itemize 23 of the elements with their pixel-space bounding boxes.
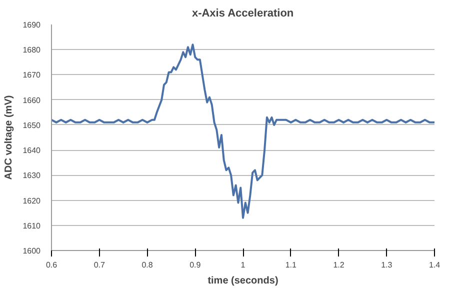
x-tick-label: 0.6 xyxy=(46,260,58,270)
y-tick-label: 1610 xyxy=(22,221,42,230)
y-tick-label: 1650 xyxy=(22,120,42,130)
y-tick-label: 1670 xyxy=(22,70,42,80)
x-tick-label: 0.8 xyxy=(142,260,154,270)
x-tick-label: 0.9 xyxy=(190,260,202,270)
x-tick-label: 1 xyxy=(240,260,246,270)
y-tick-label: 1630 xyxy=(22,171,42,180)
x-tick-label: 0.7 xyxy=(94,260,106,270)
y-tick-label: 1620 xyxy=(22,196,42,206)
x-tick-label: 1.4 xyxy=(428,260,441,270)
y-axis-title: ADC voltage (mV) xyxy=(4,95,15,180)
chart-title: x-Axis Acceleration xyxy=(192,8,294,20)
y-tick-label: 1640 xyxy=(22,146,42,156)
x-tick-label: 1.1 xyxy=(285,260,297,270)
x-tick-label: 1.2 xyxy=(333,260,345,270)
y-tick-label: 1660 xyxy=(22,96,42,105)
x-tick-label: 1.3 xyxy=(381,260,393,270)
y-tick-label: 1680 xyxy=(22,46,42,55)
x-axis-title: time (seconds) xyxy=(208,276,278,286)
line-series xyxy=(52,44,434,219)
y-tick-label: 1690 xyxy=(22,20,42,30)
y-tick-label: 1600 xyxy=(22,246,42,256)
